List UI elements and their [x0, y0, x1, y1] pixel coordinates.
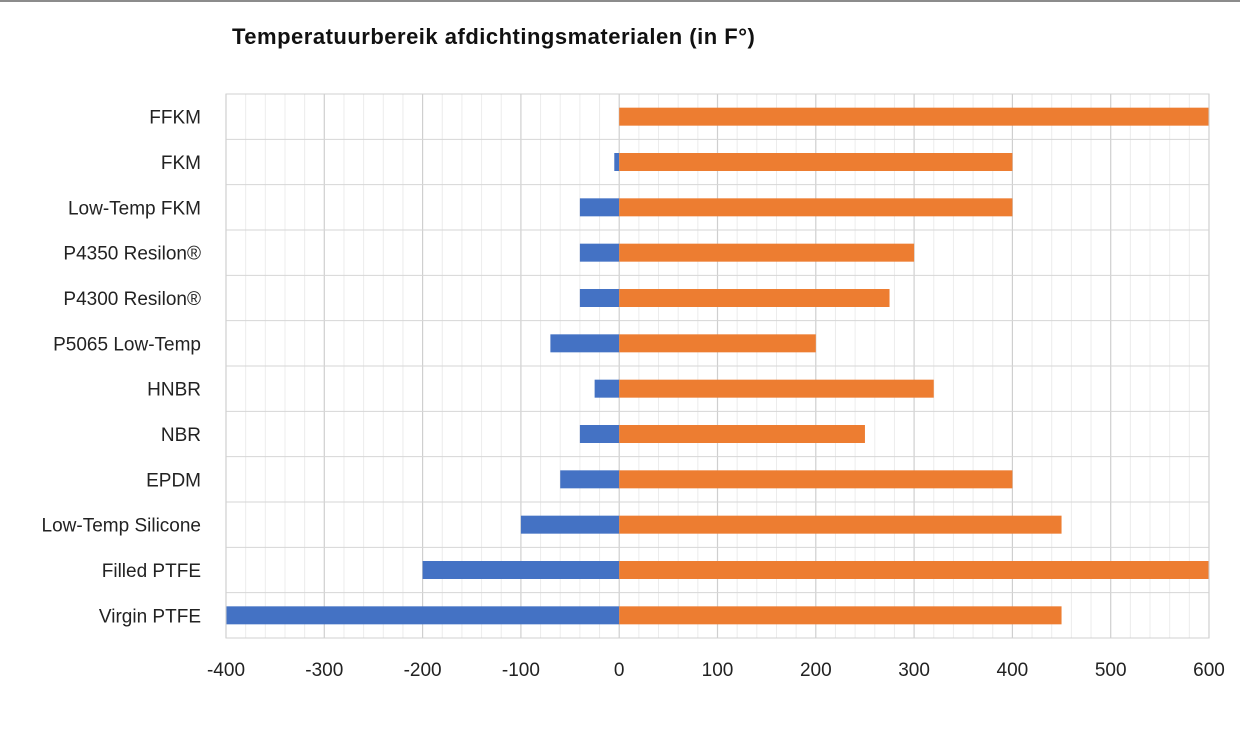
bar-high-11 [619, 606, 1062, 625]
category-label: Filled PTFE [102, 561, 201, 582]
x-tick-label: 500 [1095, 660, 1127, 681]
bar-high-9 [619, 515, 1062, 534]
bar-low-1 [614, 153, 620, 171]
x-tick-label: 200 [800, 660, 832, 681]
x-tick-label: 600 [1193, 660, 1225, 681]
chart-title: Temperatuurbereik afdichtingsmaterialen … [232, 24, 756, 49]
x-tick-label: -200 [404, 660, 442, 681]
bar-low-7 [579, 425, 620, 443]
bar-low-3 [579, 243, 620, 262]
top-border-line [0, 0, 1240, 2]
x-tick-label: -400 [207, 660, 245, 681]
category-label: HNBR [147, 380, 201, 401]
bar-low-8 [560, 470, 620, 489]
category-label: EPDM [146, 470, 201, 491]
bar-low-10 [422, 561, 620, 579]
bar-high-2 [619, 198, 1013, 217]
bar-high-1 [619, 153, 1013, 171]
bar-high-0 [619, 107, 1209, 126]
bar-high-3 [619, 243, 915, 262]
bar-high-7 [619, 425, 865, 443]
category-label: P4350 Resilon® [63, 244, 201, 265]
category-label: Virgin PTFE [99, 606, 201, 627]
bar-low-11 [226, 606, 620, 625]
bar-low-2 [579, 198, 620, 217]
bar-low-4 [579, 289, 620, 307]
category-label: P4300 Resilon® [63, 289, 201, 310]
bar-high-5 [619, 334, 816, 353]
row-separator-lines [226, 93, 1209, 639]
bar-low-6 [594, 379, 620, 398]
bar-high-4 [619, 289, 890, 307]
category-label: Low-Temp Silicone [42, 516, 201, 537]
bar-low-5 [550, 334, 620, 353]
category-labels: FFKM FKM Low-Temp FKM P4350 Resilon® P4300 R… [42, 108, 201, 628]
x-tick-label: 400 [997, 660, 1029, 681]
category-label: P5065 Low-Temp [53, 334, 201, 355]
bar-high-10 [619, 561, 1209, 579]
x-axis-tick-labels: -400 -300 -200 -100 0 100 200 300 400 500 600 [207, 660, 1225, 681]
x-tick-label: -100 [502, 660, 540, 681]
bar-low-9 [520, 515, 620, 534]
bar-high-6 [619, 379, 934, 398]
plot-area-border [225, 93, 1210, 639]
x-tick-label: 0 [614, 660, 625, 681]
bar-series [226, 107, 1209, 625]
x-tick-label: 300 [898, 660, 930, 681]
x-tick-label: 100 [702, 660, 734, 681]
category-label: FKM [161, 153, 201, 174]
category-label: FFKM [149, 108, 201, 129]
bar-high-8 [619, 470, 1013, 489]
category-label: Low-Temp FKM [68, 198, 201, 219]
x-tick-label: -300 [305, 660, 343, 681]
category-label: NBR [161, 425, 201, 446]
